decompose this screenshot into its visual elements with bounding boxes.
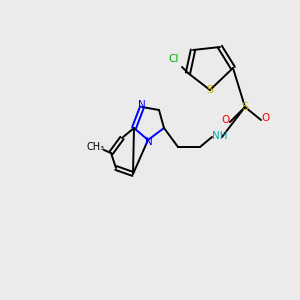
Text: N: N — [145, 137, 153, 147]
Text: S: S — [242, 102, 249, 112]
Text: CH₃: CH₃ — [87, 142, 105, 152]
Text: O: O — [261, 113, 269, 123]
Text: N: N — [138, 100, 146, 110]
Text: S: S — [206, 85, 214, 95]
Text: Cl: Cl — [169, 54, 179, 64]
Text: O: O — [222, 115, 230, 125]
Text: NH: NH — [212, 131, 228, 141]
